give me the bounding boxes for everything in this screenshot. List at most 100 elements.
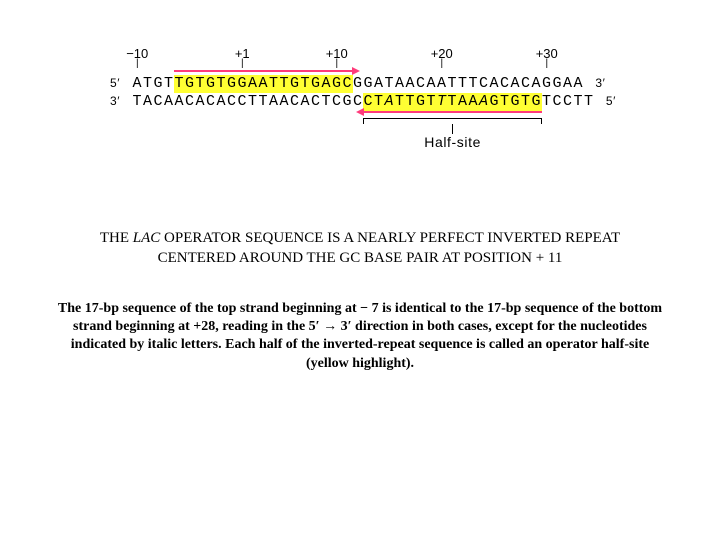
nucleotide: G	[489, 93, 500, 111]
nucleotide: G	[531, 93, 542, 111]
nucleotide: A	[195, 93, 206, 111]
nucleotide: A	[216, 93, 227, 111]
nucleotide: A	[132, 75, 143, 93]
halfsite-label: Half-site	[424, 134, 481, 150]
title-line2: CENTERED AROUND THE GC BASE PAIR AT POSI…	[158, 250, 563, 266]
nucleotide: T	[374, 93, 385, 111]
nucleotide: T	[447, 93, 458, 111]
sequence-diagram: −10|+1|+10|+20|+30| 5′ATGTTGTGTGGAATTGTG…	[110, 46, 610, 110]
nucleotide: A	[374, 75, 385, 93]
nucleotide: C	[332, 93, 343, 111]
nucleotide: T	[269, 75, 280, 93]
nucleotide: A	[174, 93, 185, 111]
nucleotide: T	[395, 93, 406, 111]
nucleotide: T	[584, 93, 595, 111]
nucleotide: A	[269, 93, 280, 111]
nucleotide: T	[468, 75, 479, 93]
nucleotide: A	[426, 75, 437, 93]
nucleotide: A	[279, 93, 290, 111]
nucleotide: G	[153, 75, 164, 93]
nucleotide: G	[206, 75, 217, 93]
nucleotide: A	[468, 93, 479, 111]
nucleotide: T	[164, 75, 175, 93]
nucleotide: T	[521, 93, 532, 111]
nucleotide: C	[416, 75, 427, 93]
nucleotide: A	[458, 93, 469, 111]
nucleotide: T	[573, 93, 584, 111]
nucleotide: A	[258, 75, 269, 93]
nucleotide: G	[552, 75, 563, 93]
nucleotide: A	[164, 93, 175, 111]
nucleotide: T	[279, 75, 290, 93]
nucleotide: G	[542, 75, 553, 93]
nucleotide: G	[510, 93, 521, 111]
nucleotide: T	[195, 75, 206, 93]
nucleotide: C	[363, 93, 374, 111]
nucleotide: C	[479, 75, 490, 93]
nucleotide: A	[248, 75, 259, 93]
nucleotide: T	[384, 75, 395, 93]
nucleotide: C	[237, 93, 248, 111]
bottom-strand-arrow	[363, 111, 542, 113]
nucleotide: G	[353, 75, 364, 93]
nucleotide: T	[143, 75, 154, 93]
title-line1-em: LAC	[133, 230, 161, 246]
ruler-tick: +30|	[536, 46, 558, 67]
sequence-block: 5′ATGTTGTGTGGAATTGTGAGCGGATAACAATTTCACAC…	[110, 74, 610, 110]
nucleotide: A	[531, 75, 542, 93]
ruler-tick: +10|	[326, 46, 348, 67]
top-strand-arrow	[174, 70, 353, 72]
figure-caption: The 17-bp sequence of the top strand beg…	[52, 300, 668, 373]
nucleotide: C	[153, 93, 164, 111]
nucleotide: A	[573, 75, 584, 93]
nucleotide: T	[174, 75, 185, 93]
title-line1-post: OPERATOR SEQUENCE IS A NEARLY PERFECT IN…	[160, 230, 620, 246]
title-line1-pre: THE	[100, 230, 133, 246]
nucleotide: T	[405, 93, 416, 111]
ruler-tick: +20|	[431, 46, 453, 67]
nucleotide: A	[563, 75, 574, 93]
nucleotide: T	[500, 93, 511, 111]
top-strand-row: 5′ATGTTGTGTGGAATTGTGAGCGGATAACAATTTCACAC…	[110, 74, 610, 92]
nucleotide: C	[227, 93, 238, 111]
nucleotide: C	[311, 93, 322, 111]
nucleotide: C	[206, 93, 217, 111]
nucleotide: G	[237, 75, 248, 93]
nucleotide: A	[405, 75, 416, 93]
nucleotide: G	[290, 75, 301, 93]
nucleotide: T	[542, 93, 553, 111]
nucleotide: G	[227, 75, 238, 93]
nucleotide: T	[447, 75, 458, 93]
nucleotide: C	[290, 93, 301, 111]
nucleotide: C	[185, 93, 196, 111]
caption-text: The 17-bp sequence of the top strand beg…	[58, 301, 662, 371]
nucleotide: A	[489, 75, 500, 93]
nucleotide: G	[185, 75, 196, 93]
nucleotide: T	[458, 75, 469, 93]
nucleotide: C	[563, 93, 574, 111]
nucleotide: A	[479, 93, 490, 111]
five-prime-label: 5′	[110, 74, 128, 92]
nucleotide: A	[300, 93, 311, 111]
three-prime-label: 3′	[110, 92, 128, 110]
nucleotide: G	[363, 75, 374, 93]
nucleotide: A	[384, 93, 395, 111]
nucleotide: C	[342, 75, 353, 93]
nucleotide: A	[395, 75, 406, 93]
nucleotide: T	[300, 75, 311, 93]
nucleotide: G	[311, 75, 322, 93]
five-prime-label: 5′	[598, 92, 616, 110]
figure-title: THE LAC OPERATOR SEQUENCE IS A NEARLY PE…	[60, 228, 660, 269]
halfsite-stem	[452, 124, 454, 134]
nucleotide: T	[132, 93, 143, 111]
nucleotide: T	[216, 75, 227, 93]
nucleotide: A	[143, 93, 154, 111]
nucleotide: T	[248, 93, 259, 111]
nucleotide: T	[321, 93, 332, 111]
three-prime-label: 3′	[588, 74, 606, 92]
ruler-tick: +1|	[235, 46, 250, 67]
nucleotide: G	[342, 93, 353, 111]
nucleotide: A	[437, 75, 448, 93]
nucleotide: G	[332, 75, 343, 93]
nucleotide: C	[521, 75, 532, 93]
